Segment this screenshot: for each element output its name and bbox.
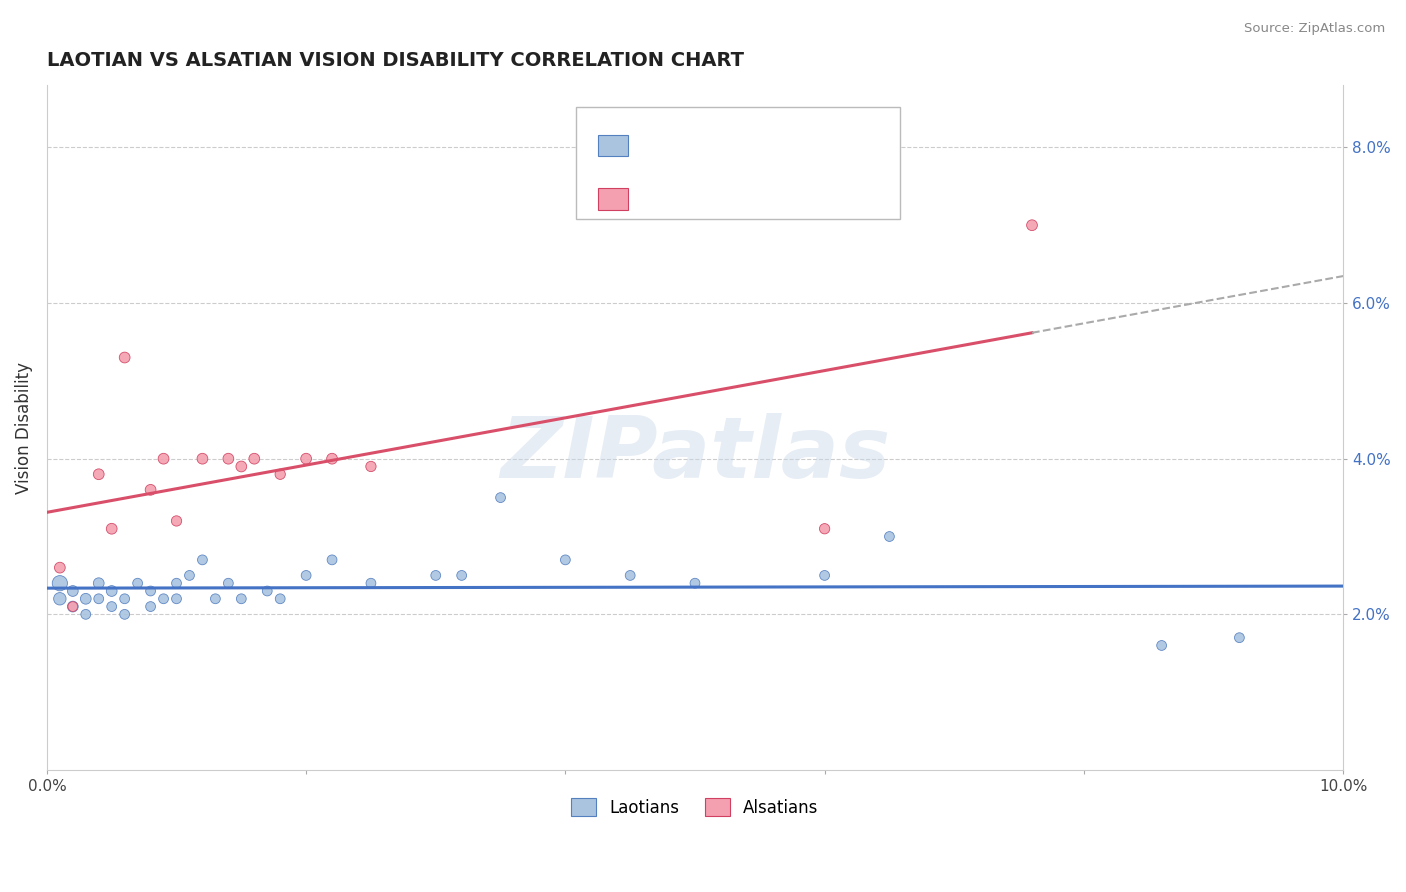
Point (256, 584, 278, 599)
Point (166, 576, 188, 591)
Point (295, 568, 318, 582)
Point (217, 451, 239, 466)
Point (114, 607, 136, 622)
Point (191, 451, 214, 466)
Point (100, 522, 122, 536)
Point (217, 576, 239, 591)
Point (114, 591, 136, 606)
Point (295, 451, 318, 466)
Point (321, 553, 343, 567)
Point (49, 560, 72, 574)
Point (1150, 639, 1173, 653)
Point (179, 568, 201, 582)
Point (683, 576, 706, 591)
Y-axis label: Vision Disability: Vision Disability (15, 361, 32, 493)
Point (813, 522, 835, 536)
Point (269, 467, 291, 482)
Point (139, 584, 162, 599)
Point (231, 459, 253, 474)
Point (1229, 631, 1251, 645)
Point (139, 599, 162, 614)
Text: R =  0.465   N = 18: R = 0.465 N = 18 (640, 183, 815, 201)
Point (554, 553, 576, 567)
Legend: Laotians, Alsatians: Laotians, Alsatians (565, 792, 825, 823)
Point (425, 568, 447, 582)
Point (100, 584, 122, 599)
Point (75, 591, 97, 606)
Text: R = -0.044   N = 38: R = -0.044 N = 38 (640, 129, 817, 147)
Point (231, 591, 253, 606)
Point (152, 591, 174, 606)
Point (114, 351, 136, 365)
Point (139, 483, 162, 497)
Point (360, 576, 382, 591)
Point (321, 451, 343, 466)
Point (166, 591, 188, 606)
Point (62, 599, 84, 614)
Point (813, 568, 835, 582)
Point (87, 467, 110, 482)
Point (62, 599, 84, 614)
Text: ZIPatlas: ZIPatlas (501, 414, 890, 497)
Point (619, 568, 641, 582)
Point (75, 607, 97, 622)
Point (62, 584, 84, 599)
Point (127, 576, 149, 591)
Text: LAOTIAN VS ALSATIAN VISION DISABILITY CORRELATION CHART: LAOTIAN VS ALSATIAN VISION DISABILITY CO… (46, 51, 744, 70)
Point (152, 451, 174, 466)
Point (166, 514, 188, 528)
Point (243, 451, 266, 466)
Point (269, 591, 291, 606)
Point (879, 529, 901, 543)
Point (191, 553, 214, 567)
Point (489, 491, 512, 505)
Point (450, 568, 472, 582)
Point (49, 576, 72, 591)
Point (49, 591, 72, 606)
Point (204, 591, 226, 606)
Point (87, 591, 110, 606)
Point (100, 599, 122, 614)
Point (360, 459, 382, 474)
Point (87, 576, 110, 591)
Point (1021, 218, 1043, 232)
Text: Source: ZipAtlas.com: Source: ZipAtlas.com (1244, 22, 1385, 36)
